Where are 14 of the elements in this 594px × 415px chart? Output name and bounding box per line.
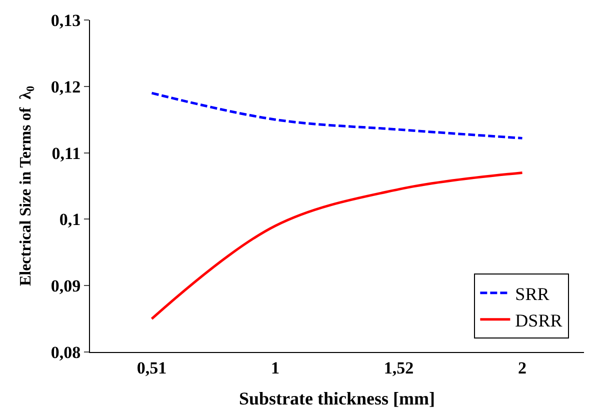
y-tick-label: 0,08	[50, 342, 81, 362]
legend-label: DSRR	[515, 310, 562, 330]
x-tick-label: 1,52	[384, 358, 414, 378]
line-series	[150, 92, 524, 140]
y-tick-label: 0,1	[59, 210, 81, 230]
y-tick-label: 0,12	[50, 77, 81, 96]
y-tick-label: 0,13	[50, 10, 81, 30]
legend-label: SRR	[515, 284, 550, 304]
x-tick-label: 2	[518, 358, 526, 378]
x-tick-label: 0,51	[136, 358, 167, 378]
x-axis-title: Substrate thickness [mm]	[239, 388, 435, 408]
y-tick-label: 0,11	[52, 144, 81, 163]
x-tick-label: 1	[271, 358, 280, 378]
y-tick-label: 0,09	[50, 276, 81, 296]
